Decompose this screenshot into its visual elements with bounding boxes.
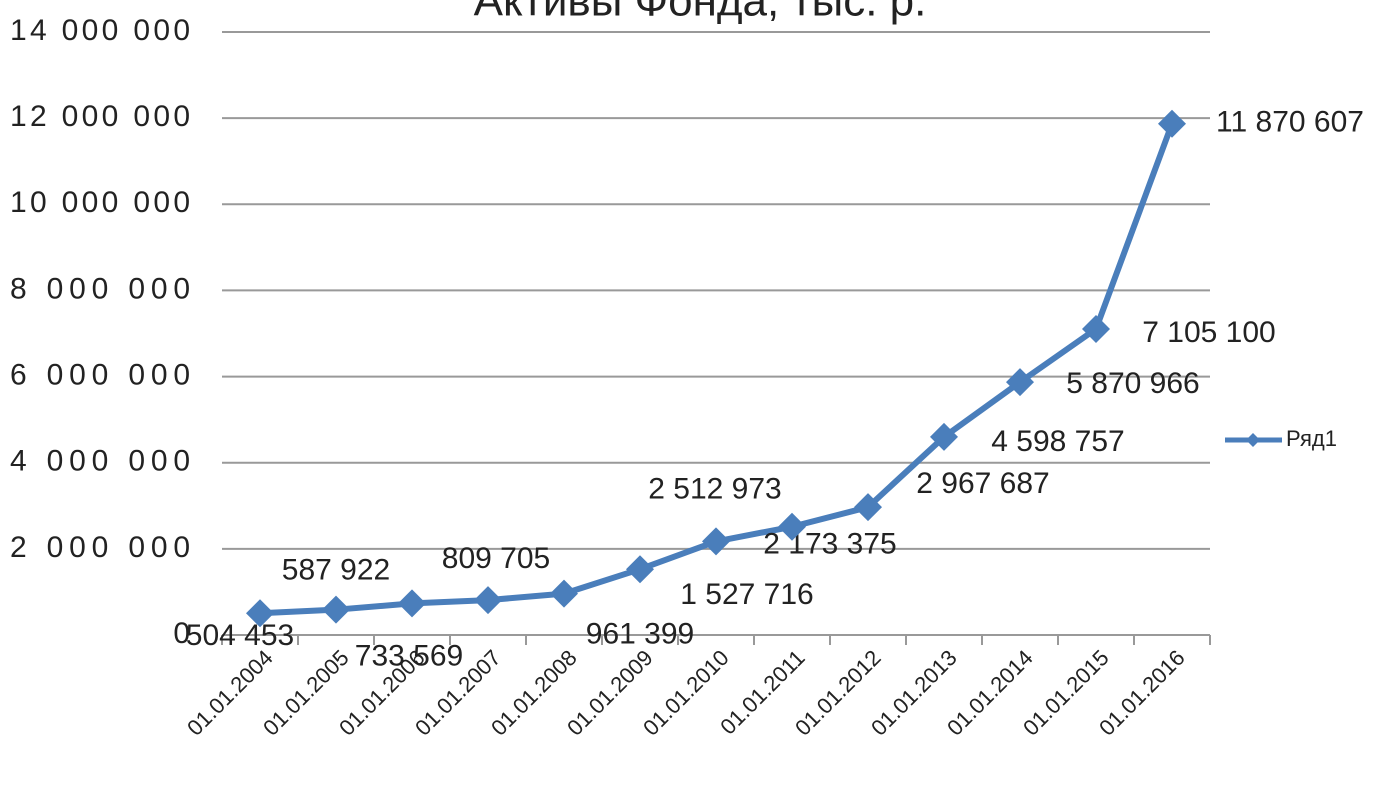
y-tick-label: 8 000 000 xyxy=(10,272,190,305)
data-label: 5 870 966 xyxy=(1066,367,1199,400)
y-tick-label: 10 000 000 xyxy=(10,186,190,219)
point-marker xyxy=(550,579,578,608)
data-label: 809 705 xyxy=(442,542,550,575)
point-marker xyxy=(930,422,958,451)
data-label: 1 527 716 xyxy=(680,578,813,611)
y-tick-label: 6 000 000 xyxy=(10,358,190,391)
point-marker xyxy=(322,595,350,624)
point-marker xyxy=(626,555,654,584)
y-tick-label: 4 000 000 xyxy=(10,445,190,478)
point-marker xyxy=(474,586,502,615)
point-marker xyxy=(854,493,882,522)
data-label: 733 569 xyxy=(355,639,463,672)
y-tick-label: 0 xyxy=(173,617,190,650)
data-label: 2 512 973 xyxy=(648,473,781,506)
y-tick-label: 2 000 000 xyxy=(10,531,190,564)
data-label: 504 453 xyxy=(186,619,294,652)
data-label: 7 105 100 xyxy=(1142,316,1275,349)
point-marker xyxy=(398,589,426,618)
data-label: 961 399 xyxy=(586,618,694,651)
y-tick-label: 12 000 000 xyxy=(10,100,190,133)
point-marker xyxy=(1158,109,1186,138)
data-label: 4 598 757 xyxy=(991,425,1124,458)
point-marker xyxy=(246,599,274,628)
data-label: 2 173 375 xyxy=(763,527,896,560)
data-label: 2 967 687 xyxy=(916,467,1049,500)
point-marker xyxy=(702,527,730,556)
point-marker xyxy=(1082,314,1110,343)
data-label: 587 922 xyxy=(282,554,390,587)
legend-marker xyxy=(1246,433,1260,447)
y-tick-label: 14 000 000 xyxy=(10,14,190,47)
data-label: 11 870 607 xyxy=(1216,106,1364,139)
legend-label: Ряд1 xyxy=(1286,426,1337,451)
point-marker xyxy=(778,512,806,541)
point-marker xyxy=(1006,368,1034,397)
chart-title: Активы Фонда, тыс. р. xyxy=(474,0,927,26)
